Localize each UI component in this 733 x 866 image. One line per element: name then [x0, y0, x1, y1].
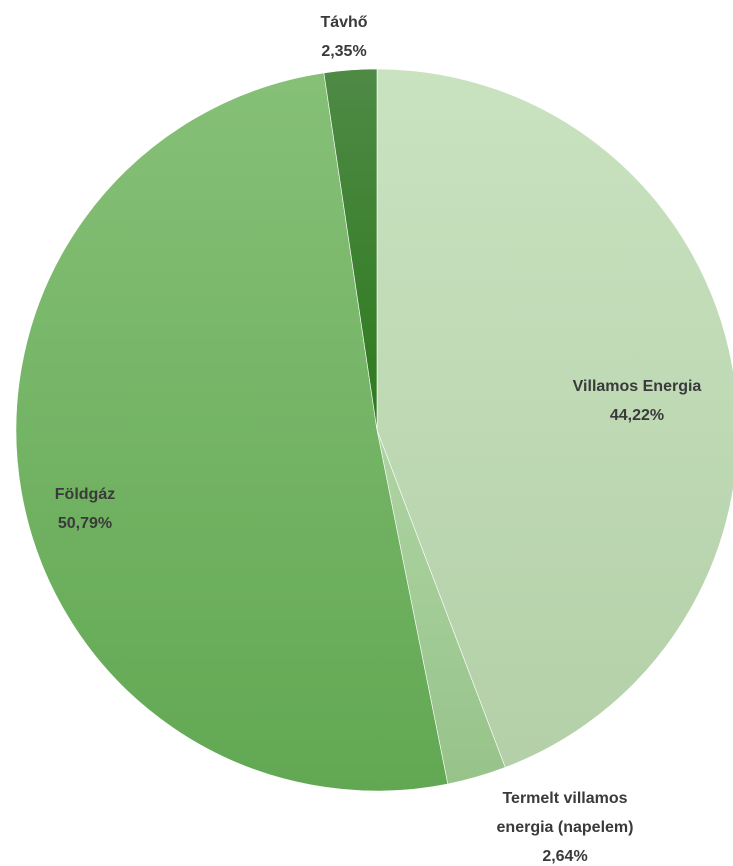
slice-label-villamos-energia-name: Villamos Energia — [573, 378, 702, 395]
slice-label-termelt-line1: Termelt villamos — [502, 790, 627, 807]
pie-slice-tavho — [323, 68, 378, 431]
slice-label-termelt-line2: energia (napelem) — [497, 819, 634, 836]
slice-label-tavho: Távhő 2,35% — [320, 14, 367, 60]
slice-label-foldgaz-value: 50,79% — [58, 515, 112, 532]
slice-label-tavho-name: Távhő — [320, 14, 367, 31]
slice-label-termelt-value: 2,64% — [542, 848, 587, 865]
slice-label-villamos-energia: Villamos Energia 44,22% — [573, 378, 702, 424]
pie-slice-villamos-energia — [376, 68, 733, 768]
slice-label-tavho-value: 2,35% — [321, 43, 366, 60]
slice-label-foldgaz-name: Földgáz — [55, 486, 115, 503]
pie-slice-foldgaz — [15, 72, 449, 792]
slice-label-villamos-energia-value: 44,22% — [610, 407, 664, 424]
pie-slices — [15, 68, 733, 792]
slice-label-foldgaz: Földgáz 50,79% — [55, 486, 115, 532]
slice-label-termelt-villamos-energia: Termelt villamos energia (napelem) 2,64% — [497, 790, 634, 865]
